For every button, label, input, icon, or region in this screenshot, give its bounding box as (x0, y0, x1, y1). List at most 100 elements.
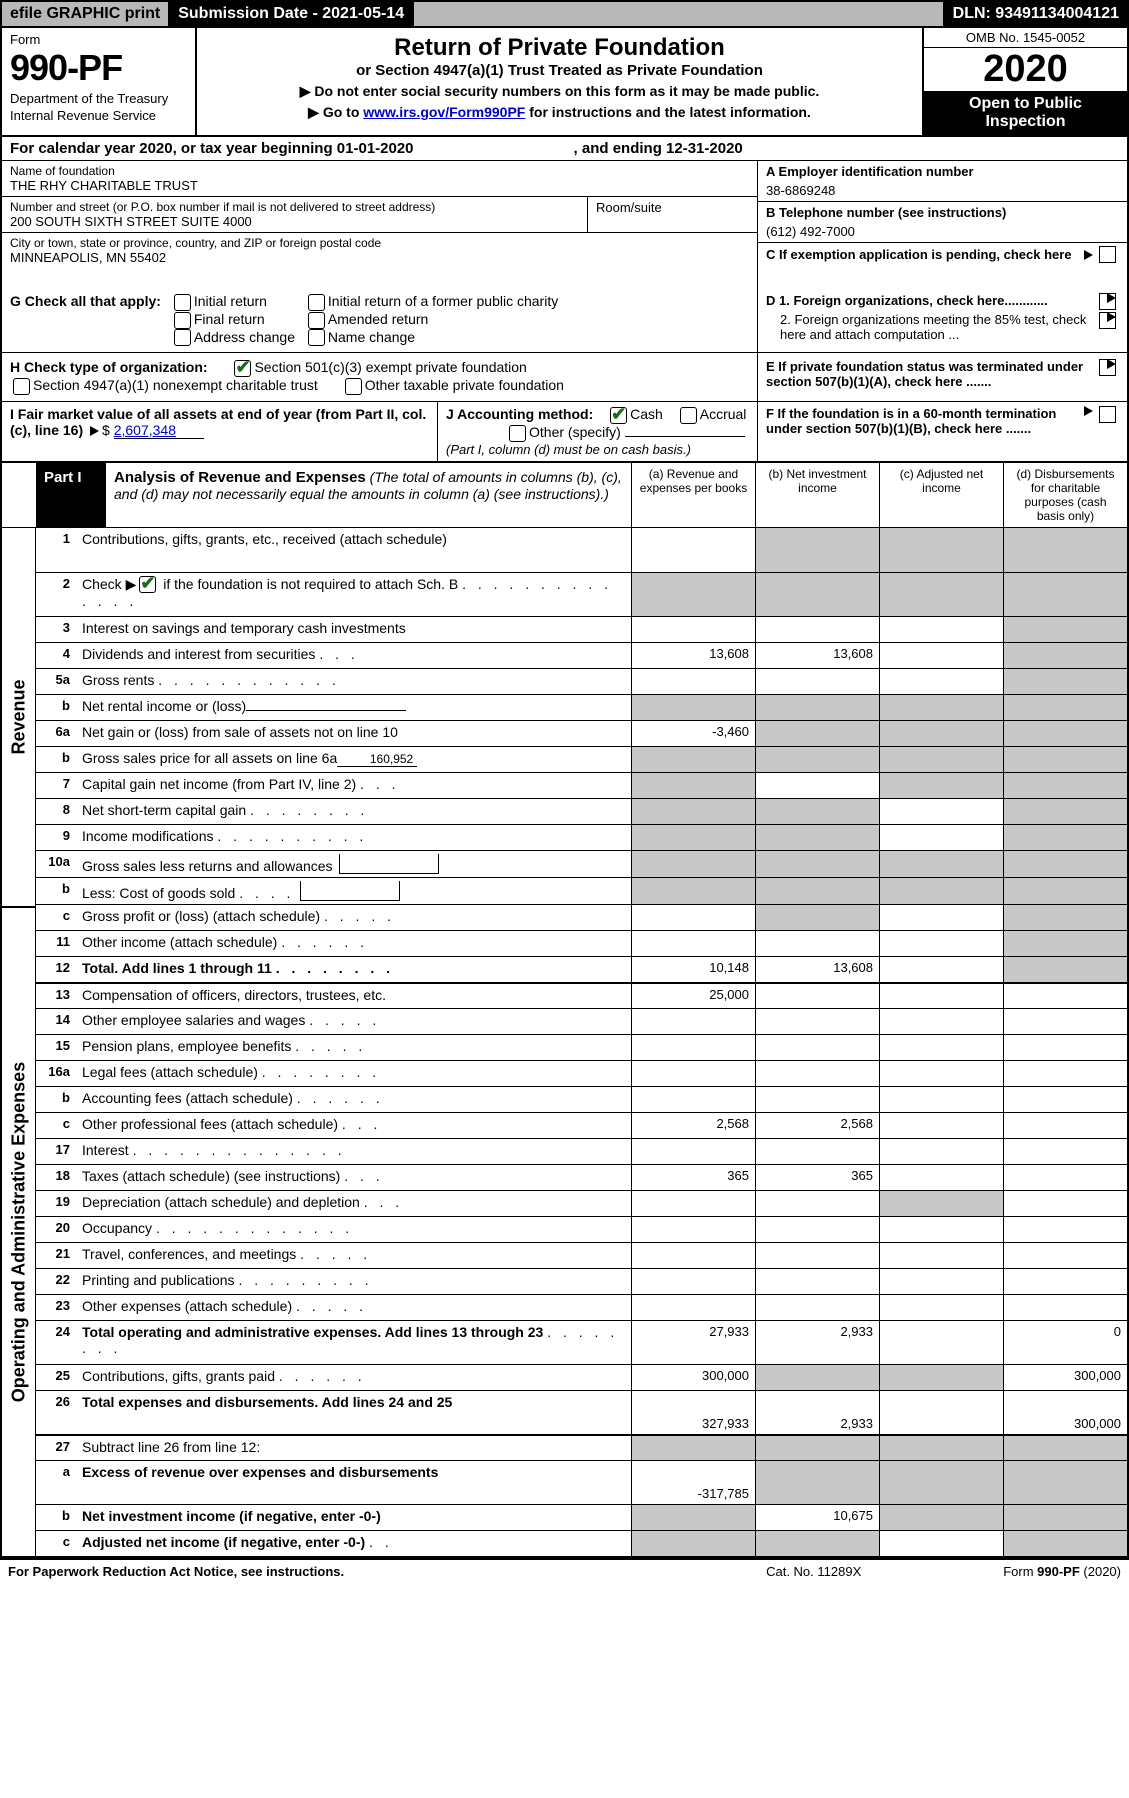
e-label: E If private foundation status was termi… (766, 359, 1104, 389)
h-section: H Check type of organization: Section 50… (2, 353, 757, 401)
dln-label: DLN: 93491134004121 (945, 2, 1127, 26)
table-row: 16aLegal fees (attach schedule) . . . . … (36, 1060, 1127, 1086)
g-address-change-checkbox[interactable] (174, 329, 191, 346)
calendar-year-row: For calendar year 2020, or tax year begi… (0, 137, 1129, 161)
table-row: 3Interest on savings and temporary cash … (36, 616, 1127, 642)
g-name-change-checkbox[interactable] (308, 329, 325, 346)
arrow-icon (1084, 406, 1093, 416)
side-revenue: Revenue (8, 679, 29, 754)
part1-label: Part I (36, 463, 106, 527)
i-j-f-row: I Fair market value of all assets at end… (0, 402, 1129, 463)
table-row: 19Depreciation (attach schedule) and dep… (36, 1190, 1127, 1216)
table-row: cGross profit or (loss) (attach schedule… (36, 904, 1127, 930)
table-row: 27Subtract line 26 from line 12: (36, 1434, 1127, 1460)
arrow-icon (1084, 250, 1093, 260)
d2-checkbox[interactable] (1099, 312, 1116, 329)
arrow-icon (90, 426, 99, 436)
f-checkbox[interactable] (1099, 406, 1116, 423)
col-c-header: (c) Adjusted net income (879, 463, 1003, 527)
e-checkbox[interactable] (1099, 359, 1116, 376)
table-row: 15Pension plans, employee benefits . . .… (36, 1034, 1127, 1060)
h-4947-checkbox[interactable] (13, 378, 30, 395)
side-labels: Revenue Operating and Administrative Exp… (2, 528, 36, 1556)
irs-link[interactable]: www.irs.gov/Form990PF (363, 104, 525, 120)
j-other-input[interactable] (625, 436, 745, 437)
table-row: aExcess of revenue over expenses and dis… (36, 1460, 1127, 1504)
d-section: D 1. Foreign organizations, check here..… (757, 287, 1127, 352)
part1-body: Revenue Operating and Administrative Exp… (2, 528, 1127, 1556)
part1-table: Part I Analysis of Revenue and Expenses … (0, 463, 1129, 1558)
submission-date: Submission Date - 2021-05-14 (170, 2, 414, 26)
part1-title: Analysis of Revenue and Expenses (114, 469, 366, 486)
form-number: 990-PF (10, 47, 187, 89)
instr2-post: for instructions and the latest informat… (525, 104, 810, 120)
table-row: cAdjusted net income (if negative, enter… (36, 1530, 1127, 1556)
ein-label: A Employer identification number (766, 164, 1119, 179)
table-row: 11Other income (attach schedule) . . . .… (36, 930, 1127, 956)
table-row: 1Contributions, gifts, grants, etc., rec… (36, 528, 1127, 572)
footer-form: Form 990-PF (2020) (1003, 1564, 1121, 1579)
part1-hdr-gutter (2, 463, 36, 527)
form-title: Return of Private Foundation (207, 34, 912, 62)
g-label: G Check all that apply: (10, 293, 161, 309)
g-initial-public-checkbox[interactable] (308, 294, 325, 311)
room-suite: Room/suite (587, 197, 757, 232)
table-row: bNet investment income (if negative, ent… (36, 1504, 1127, 1530)
d1-checkbox[interactable] (1099, 293, 1116, 310)
form-header: Form 990-PF Department of the Treasury I… (0, 28, 1129, 137)
foundation-name: THE RHY CHARITABLE TRUST (10, 178, 749, 193)
table-row: 23Other expenses (attach schedule) . . .… (36, 1294, 1127, 1320)
instr-ssn: ▶ Do not enter social security numbers o… (207, 83, 912, 100)
phone-label: B Telephone number (see instructions) (766, 205, 1119, 220)
table-row: 14Other employee salaries and wages . . … (36, 1008, 1127, 1034)
i-fmv-link[interactable]: 2,607,348 (114, 422, 204, 439)
entity-info: Name of foundation THE RHY CHARITABLE TR… (0, 161, 1129, 287)
table-row: 24Total operating and administrative exp… (36, 1320, 1127, 1364)
g-section: G Check all that apply: Initial return F… (2, 287, 757, 352)
city-label: City or town, state or province, country… (10, 236, 749, 250)
c-exemption-checkbox[interactable] (1099, 246, 1116, 263)
h-other-taxable-checkbox[interactable] (345, 378, 362, 395)
table-row: 7Capital gain net income (from Part IV, … (36, 772, 1127, 798)
cal-begin: For calendar year 2020, or tax year begi… (10, 140, 414, 157)
ein-value: 38-6869248 (766, 183, 1119, 198)
g-amended-return-checkbox[interactable] (308, 312, 325, 329)
f-label: F If the foundation is in a 60-month ter… (766, 406, 1081, 436)
header-left: Form 990-PF Department of the Treasury I… (2, 28, 197, 135)
sch-b-checkbox[interactable] (139, 576, 156, 593)
table-row: bAccounting fees (attach schedule) . . .… (36, 1086, 1127, 1112)
g-final-return-checkbox[interactable] (174, 312, 191, 329)
f-section: F If the foundation is in a 60-month ter… (757, 402, 1127, 461)
footer-left: For Paperwork Reduction Act Notice, see … (8, 1564, 344, 1579)
table-row: cOther professional fees (attach schedul… (36, 1112, 1127, 1138)
d2-label: 2. Foreign organizations meeting the 85%… (766, 312, 1104, 342)
table-row: 21Travel, conferences, and meetings . . … (36, 1242, 1127, 1268)
part1-title-cell: Analysis of Revenue and Expenses (The to… (106, 463, 631, 527)
table-row: 20Occupancy . . . . . . . . . . . . . (36, 1216, 1127, 1242)
table-row: 12Total. Add lines 1 through 11 . . . . … (36, 956, 1127, 982)
j-section: J Accounting method: Cash Accrual Other … (437, 402, 757, 461)
g-initial-return-checkbox[interactable] (174, 294, 191, 311)
table-row: 9Income modifications . . . . . . . . . … (36, 824, 1127, 850)
table-row: 5aGross rents . . . . . . . . . . . . (36, 668, 1127, 694)
table-row: 18Taxes (attach schedule) (see instructi… (36, 1164, 1127, 1190)
j-cash-checkbox[interactable] (610, 407, 627, 424)
city-state-zip: MINNEAPOLIS, MN 55402 (10, 250, 749, 265)
table-row: 4Dividends and interest from securities … (36, 642, 1127, 668)
j-other-checkbox[interactable] (509, 425, 526, 442)
efile-label[interactable]: efile GRAPHIC print (2, 2, 170, 26)
h-501c3-checkbox[interactable] (234, 360, 251, 377)
page-footer: For Paperwork Reduction Act Notice, see … (0, 1558, 1129, 1583)
d1-label: D 1. Foreign organizations, check here..… (766, 293, 1104, 308)
tax-year: 2020 (924, 48, 1127, 91)
col-a-header: (a) Revenue and expenses per books (631, 463, 755, 527)
table-row: 6aNet gain or (loss) from sale of assets… (36, 720, 1127, 746)
g-d-row: G Check all that apply: Initial return F… (0, 287, 1129, 353)
j-accrual-checkbox[interactable] (680, 407, 697, 424)
j-label: J Accounting method: (446, 406, 593, 422)
addr-label: Number and street (or P.O. box number if… (10, 200, 579, 214)
table-row: bNet rental income or (loss) (36, 694, 1127, 720)
j-note: (Part I, column (d) must be on cash basi… (446, 442, 749, 457)
street-address: 200 SOUTH SIXTH STREET SUITE 4000 (10, 214, 579, 229)
table-row: 13Compensation of officers, directors, t… (36, 982, 1127, 1008)
